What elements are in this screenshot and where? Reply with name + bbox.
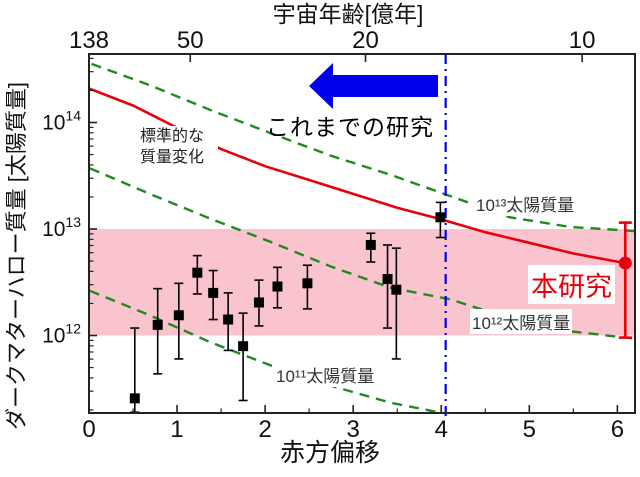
- x-tick-label: 5: [523, 416, 536, 443]
- x-tick-label: 0: [82, 416, 95, 443]
- x-tick-label: 1: [170, 416, 183, 443]
- black-square-point: [173, 310, 184, 321]
- black-square-point: [223, 314, 234, 325]
- black-square-point: [152, 319, 163, 330]
- standard-evolution-label-line1: 標準的な: [139, 128, 204, 145]
- black-square-point: [238, 341, 249, 352]
- top-tick-label: 10: [569, 27, 596, 54]
- black-square-point: [208, 287, 219, 298]
- x-tick-label: 4: [435, 416, 448, 443]
- y-axis-title: ダークマターハロー質量 [太陽質量]: [4, 82, 29, 430]
- black-square-point: [391, 284, 402, 295]
- standard-evolution-label-line2: 質量変化: [139, 149, 204, 166]
- top-tick-label: 138: [69, 27, 109, 54]
- axis-text-layer: 0 1 2 3 4 5 6 138 50 20 10 1012 1013 1014 宇宙年齢[億年] 赤方偏移…: [4, 1, 624, 467]
- mass-13-line-label: 10¹³太陽質量: [474, 191, 577, 216]
- data-points-layer: [129, 201, 632, 413]
- y-tick-label: 1014: [42, 108, 81, 135]
- black-square-point: [435, 212, 446, 223]
- top-tick-label: 20: [352, 27, 379, 54]
- y-tick-label: 1013: [42, 214, 81, 241]
- x-tick-label: 6: [611, 416, 624, 443]
- top-axis-title: 宇宙年齢[億年]: [273, 1, 424, 27]
- black-square-point: [365, 239, 376, 250]
- mass-12-line-label: 10¹²太陽質量: [470, 309, 573, 334]
- black-square-point: [253, 297, 264, 308]
- previous-studies-label: これまでの研究: [266, 114, 434, 140]
- this-work-label: 本研究: [528, 265, 615, 304]
- x-axis-title: 赤方偏移: [280, 439, 380, 467]
- x-tick-label: 2: [258, 416, 271, 443]
- standard-evolution-label: 標準的な 質量変化: [126, 126, 218, 168]
- black-square-point: [302, 278, 313, 289]
- black-square-point: [272, 281, 283, 292]
- green-dashed-line: [91, 62, 636, 233]
- red-circle-point: [618, 256, 632, 270]
- previous-studies-arrow-icon: [309, 63, 438, 109]
- ticks-layer: [88, 54, 619, 413]
- top-tick-label: 50: [177, 27, 204, 54]
- black-square-point: [129, 393, 140, 404]
- green-dashed-line: [89, 289, 444, 415]
- y-tick-label: 1012: [42, 321, 81, 348]
- black-square-point: [382, 274, 393, 285]
- x-tick-label: 3: [347, 416, 360, 443]
- mass-11-line-label: 10¹¹太陽質量: [274, 362, 377, 387]
- black-square-point: [192, 267, 203, 278]
